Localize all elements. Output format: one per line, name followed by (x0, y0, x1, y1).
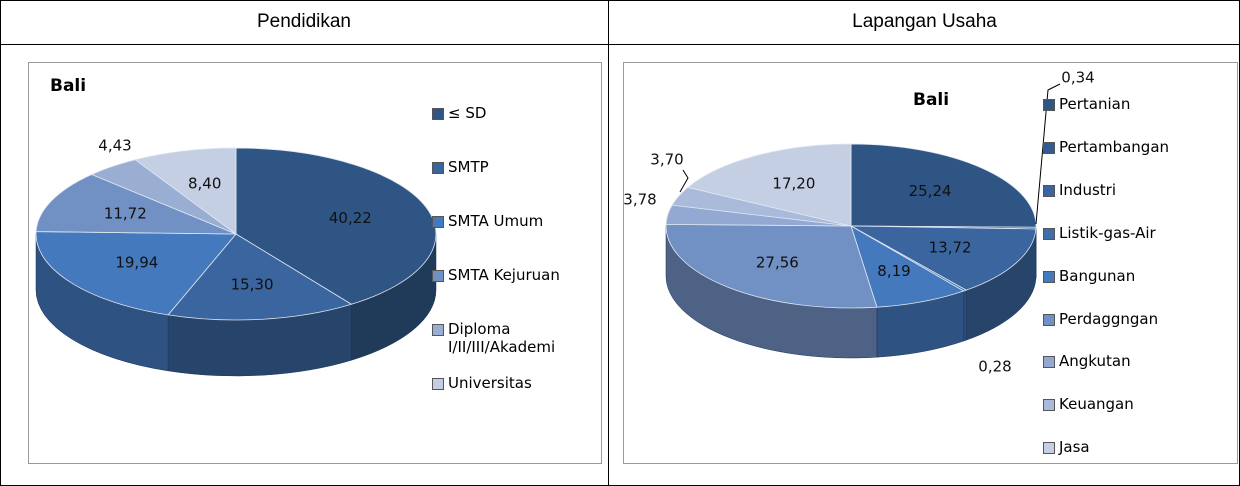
legend-swatch (432, 108, 444, 120)
legend-item: Keuangan (1043, 395, 1233, 413)
legend-label: SMTA Umum (448, 212, 544, 230)
legend-label: SMTP (448, 158, 489, 176)
data-label: 17,20 (772, 174, 815, 192)
legend-item: SMTA Kejuruan (432, 266, 597, 284)
chart-frame (28, 62, 602, 464)
legend-label: SMTA Kejuruan (448, 266, 560, 284)
slice (235, 147, 437, 305)
legend-swatch (1043, 141, 1055, 154)
chart-title: Bali (913, 90, 950, 110)
legend-item: SMTP (432, 158, 597, 176)
slice (134, 147, 237, 235)
legend-item: Industri (1043, 181, 1233, 199)
slice-side (963, 289, 967, 342)
legend-label: Universitas (448, 374, 532, 392)
legend-swatch (1043, 442, 1055, 455)
slice (850, 225, 1037, 291)
legend-label: Keuangan (1059, 395, 1134, 414)
chart-frame (623, 62, 1238, 464)
legend-item: Pertanian (1043, 95, 1233, 113)
data-label: 19,94 (115, 254, 158, 272)
legend-label: Industri (1059, 180, 1116, 199)
slice (686, 143, 852, 227)
slice (850, 143, 1037, 228)
data-label: 13,72 (929, 239, 972, 257)
data-label: 4,43 (98, 137, 131, 155)
legend-swatch (432, 324, 444, 336)
legend-item: SMTA Umum (432, 212, 597, 230)
column-header: Lapangan Usaha (852, 11, 997, 32)
data-label: 3,78 (623, 191, 656, 209)
chart-title: Bali (50, 76, 87, 96)
legend-swatch (1043, 99, 1055, 111)
legend-swatch (1043, 184, 1055, 197)
slice (850, 225, 965, 308)
legend-swatch (1043, 227, 1055, 240)
leader-line (1035, 83, 1061, 225)
legend-label: Perdaggngan (1059, 309, 1159, 328)
slice (167, 233, 353, 321)
leader-line (679, 169, 689, 193)
legend-label: ≤ SD (448, 104, 487, 122)
data-label: 8,19 (877, 262, 910, 280)
column-header: Pendidikan (256, 11, 352, 32)
legend-swatch (432, 378, 444, 390)
legend-label: Pertanian (1059, 95, 1131, 113)
slice (35, 174, 237, 235)
legend-item: Bangunan (1043, 267, 1233, 285)
legend-swatch (1043, 270, 1055, 283)
legend-item: Jasa (1043, 438, 1233, 456)
legend-swatch (432, 270, 444, 282)
legend-item: Pertambangan (1043, 138, 1233, 156)
legend-swatch (1043, 356, 1055, 369)
legend-swatch (1043, 399, 1055, 412)
data-label: 27,56 (756, 253, 799, 271)
data-label: 11,72 (104, 205, 147, 223)
legend-item: Perdaggngan (1043, 310, 1233, 328)
legend-item: Angkutan (1043, 352, 1233, 370)
data-label: 3,70 (650, 151, 683, 169)
data-label: 0,28 (978, 358, 1011, 376)
slice (35, 231, 237, 316)
legend-label: Bangunan (1059, 266, 1136, 285)
legend-label: Jasa (1059, 438, 1090, 457)
data-label: 40,22 (329, 209, 372, 227)
legend-swatch (432, 216, 444, 228)
data-label: 0,34 (1061, 69, 1094, 87)
data-label: 25,24 (909, 182, 952, 200)
legend-item: ≤ SD (432, 104, 597, 122)
legend-label: Diploma I/II/III/Akademi (448, 320, 556, 356)
legend-item: Listik-gas-Air (1043, 224, 1233, 242)
legend-item: Universitas (432, 374, 597, 392)
legend-item: Diploma I/II/III/Akademi (432, 320, 597, 356)
data-label: 15,30 (231, 276, 274, 294)
slice (665, 223, 878, 309)
legend-swatch (432, 162, 444, 174)
legend-label: Angkutan (1059, 352, 1131, 371)
legend-label: Listik-gas-Air (1059, 223, 1156, 242)
legend-label: Pertambangan (1059, 137, 1170, 156)
data-label: 8,40 (188, 175, 221, 193)
legend-swatch (1043, 313, 1055, 326)
